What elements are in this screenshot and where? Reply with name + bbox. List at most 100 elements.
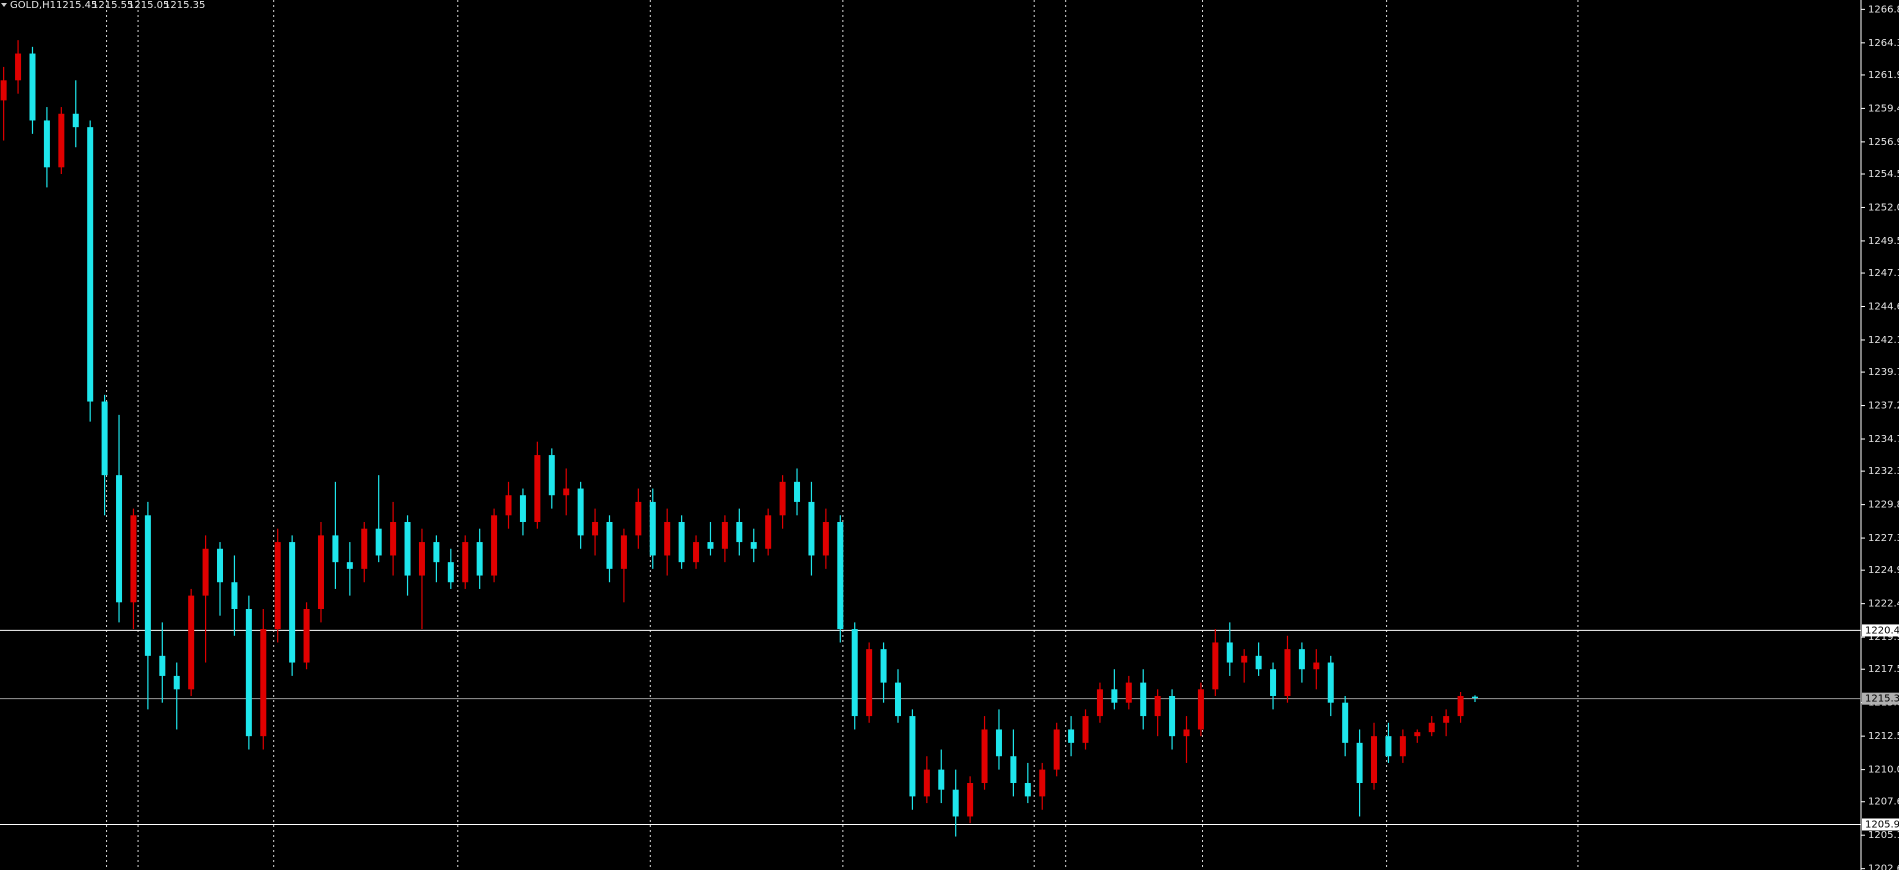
y-tick-label: 1254.5 [1868,169,1899,180]
candle-body [260,629,267,737]
candle-body [447,562,454,583]
candle-body [433,542,440,563]
y-tick-label: 1234.7 [1868,434,1899,445]
candle-body [491,515,498,576]
price-label-box [1862,624,1899,637]
y-tick-label: 1259.4 [1868,103,1899,114]
y-tick-label: 1256.9 [1868,137,1899,148]
candle-body [217,548,224,583]
candle-body [303,609,310,663]
candle-body [144,515,151,656]
candle-body [375,528,382,556]
candle-body [173,675,180,690]
candle-body [664,522,671,556]
price-label: 1220.4 [1865,625,1899,636]
y-tick-label: 1249.5 [1868,236,1899,247]
candle-body [1428,722,1435,733]
y-tick-label: 1247.1 [1868,268,1899,279]
candle-body [1443,716,1450,723]
y-tick-label: 1227.3 [1868,533,1899,544]
y-tick-label: 1229.8 [1868,500,1899,511]
candle-body [1154,696,1161,717]
candle-body [765,515,772,549]
y-tick-label: 1237.2 [1868,401,1899,412]
candle-body [1255,655,1262,670]
candle-body [0,80,7,101]
candle-body [43,120,50,168]
candle-body [188,595,195,690]
candle-body [808,501,815,556]
candle-body [1010,756,1017,783]
y-tick-label: 1252.0 [1868,202,1899,213]
candle-body [995,729,1002,757]
candle-body [1457,696,1464,717]
header-high: 1215.55 [92,0,133,11]
candle-body [1241,655,1248,663]
price-label: 1215.3 [1865,694,1899,705]
candle-body [15,53,22,81]
candle-body [245,609,252,737]
candle-body [981,729,988,783]
candle-body [116,475,123,603]
y-tick-label: 1239.7 [1868,367,1899,378]
header-low: 1215.05 [128,0,169,11]
candle-body [289,542,296,663]
candle-body [678,522,685,563]
candle-body [938,769,945,790]
y-tick-label: 1205.1 [1868,830,1899,841]
candle-body [592,522,599,536]
candle-body [620,535,627,569]
candle-body [1212,642,1219,690]
candle-body [866,649,873,717]
candle-body [231,582,238,609]
y-tick-label: 1202.6 [1868,864,1899,870]
candle-body [837,522,844,630]
candle-body [1183,729,1190,737]
candle-body [721,522,728,549]
candle-body [822,522,829,556]
y-tick-label: 1264.3 [1868,38,1899,49]
candle-body [779,481,786,516]
candle-body [894,682,901,717]
y-tick-label: 1217.5 [1868,664,1899,675]
candle-body [1169,696,1176,737]
candle-body [548,455,555,496]
candle-body [606,522,613,569]
candle-body [952,789,959,817]
candle-body [390,522,397,556]
candle-body [1327,662,1334,703]
candle-body [346,562,353,569]
candle-body [1197,689,1204,730]
candle-body [130,515,137,603]
chart-title: GOLD,H1 [10,0,56,11]
y-tick-label: 1224.9 [1868,565,1899,576]
collapse-icon [1,3,7,7]
candle-body [1356,742,1363,783]
candle-body [101,401,108,476]
candle-body [317,535,324,609]
candle-body [418,542,425,576]
candle-body [909,716,916,797]
y-tick-label: 1261.9 [1868,70,1899,81]
candle-body [1024,783,1031,797]
candle-body [880,649,887,683]
candle-body [1298,649,1305,670]
candle-body [361,528,368,569]
candle-body [1096,689,1103,717]
candle-body [851,629,858,717]
candle-body [505,495,512,516]
candle-body [1039,769,1046,797]
candle-body [159,655,166,676]
y-tick-label: 1266.8 [1868,4,1899,15]
price-label: 1205.9 [1865,819,1899,830]
candle-body [1371,736,1378,783]
y-tick-label: 1222.4 [1868,599,1899,610]
candle-body [1399,736,1406,757]
candle-body [72,113,79,128]
y-tick-label: 1219.9 [1868,632,1899,643]
candle-body [519,495,526,522]
candle-body [1313,662,1320,670]
